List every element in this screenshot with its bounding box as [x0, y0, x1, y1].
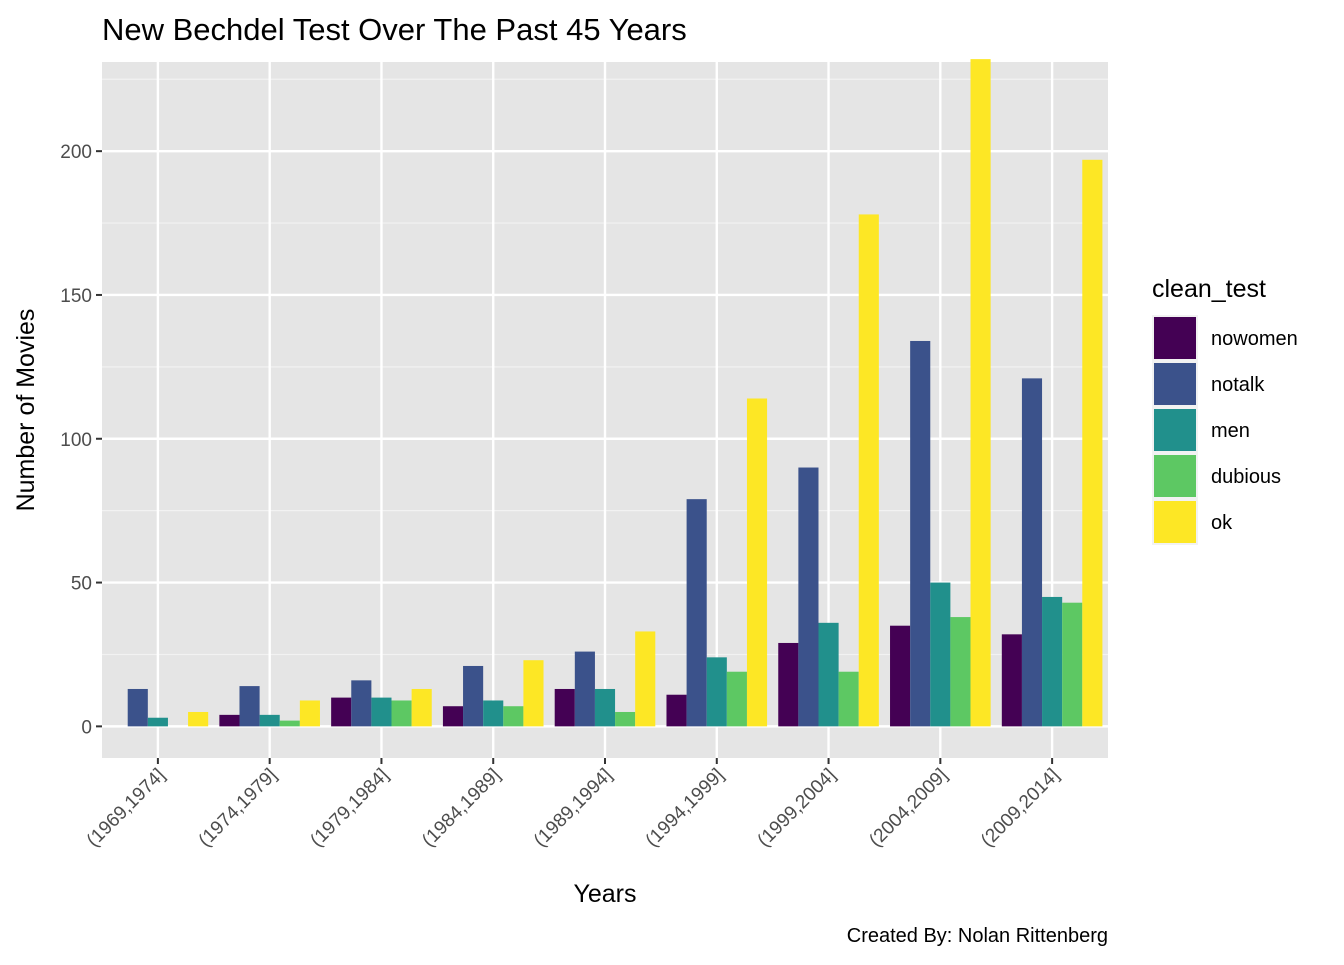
legend-label: men [1211, 420, 1250, 442]
plot-panel [96, 59, 1108, 758]
x-tick-label: (1969,1974] [83, 765, 170, 852]
legend-label: nowomen [1211, 328, 1298, 350]
bar-dubious [279, 720, 300, 727]
chart-title: New Bechdel Test Over The Past 45 Years [102, 12, 687, 47]
bar-notalk [351, 680, 372, 727]
bar-ok [299, 700, 320, 727]
y-tick-label: 50 [71, 574, 92, 595]
bar-notalk [910, 340, 931, 727]
legend-label: notalk [1211, 374, 1265, 396]
legend-key-ok [1154, 501, 1196, 543]
x-tick-label: (1974,1979] [195, 765, 282, 852]
bar-men [1042, 596, 1063, 727]
bar-dubious [726, 671, 747, 727]
bar-men [371, 697, 392, 727]
legend: nowomen notalk men dubious ok [1152, 315, 1298, 545]
bar-dubious [950, 617, 971, 727]
x-tick-label: (2004,2009] [865, 765, 952, 852]
x-tick-label: (1994,1999] [642, 765, 729, 852]
x-tick-label: (1979,1984] [306, 765, 393, 852]
bar-dubious [1062, 602, 1083, 727]
bar-dubious [615, 711, 636, 727]
bar-men [706, 657, 727, 727]
x-tick-label: (1984,1989] [418, 765, 505, 852]
bar-ok [858, 214, 879, 727]
bar-notalk [239, 686, 260, 727]
legend-key-men [1154, 409, 1196, 451]
bar-notalk [463, 665, 484, 727]
y-tick-label: 200 [60, 142, 92, 163]
y-tick-label: 100 [60, 430, 92, 451]
bar-notalk [1021, 378, 1043, 727]
bar-dubious [838, 671, 859, 727]
y-tick-label: 150 [60, 286, 92, 307]
bar-dubious [391, 700, 412, 727]
legend-label: ok [1211, 512, 1233, 534]
bar-notalk [574, 651, 595, 727]
bar-nowomen [331, 697, 352, 727]
y-tick-label: 0 [81, 717, 92, 738]
bar-men [259, 714, 280, 727]
bar-ok [746, 398, 768, 727]
bar-notalk [686, 499, 707, 727]
bar-nowomen [554, 688, 575, 727]
legend-title: clean_test [1152, 275, 1266, 303]
bar-nowomen [890, 625, 911, 727]
bar-dubious [503, 706, 524, 727]
x-axis-label: Years [573, 880, 636, 908]
legend-key-notalk [1154, 363, 1196, 405]
legend-key-nowomen [1154, 317, 1196, 359]
bar-men [594, 688, 616, 727]
bar-notalk [127, 688, 148, 727]
bar-ok [188, 711, 209, 727]
bar-men [147, 717, 168, 727]
bar-ok [523, 660, 544, 727]
bar-nowomen [442, 706, 464, 727]
y-axis-label: Number of Movies [12, 309, 40, 512]
bar-nowomen [666, 694, 687, 727]
bar-nowomen [778, 642, 799, 727]
chart-caption: Created By: Nolan Rittenberg [847, 925, 1108, 947]
bar-nowomen [1001, 634, 1022, 727]
x-tick-label: (1999,2004] [754, 765, 841, 852]
bar-ok [411, 688, 432, 727]
bar-men [818, 622, 839, 727]
bar-men [930, 582, 951, 727]
bar-ok [635, 631, 656, 727]
x-tick-label: (1989,1994] [530, 765, 617, 852]
bar-ok [1082, 159, 1103, 727]
legend-key-dubious [1154, 455, 1196, 497]
x-tick-label: (2009,2014] [977, 765, 1064, 852]
legend-label: dubious [1211, 466, 1281, 488]
bar-ok [970, 59, 991, 727]
bar-nowomen [219, 714, 240, 727]
bar-notalk [798, 467, 819, 727]
bar-men [483, 700, 504, 727]
